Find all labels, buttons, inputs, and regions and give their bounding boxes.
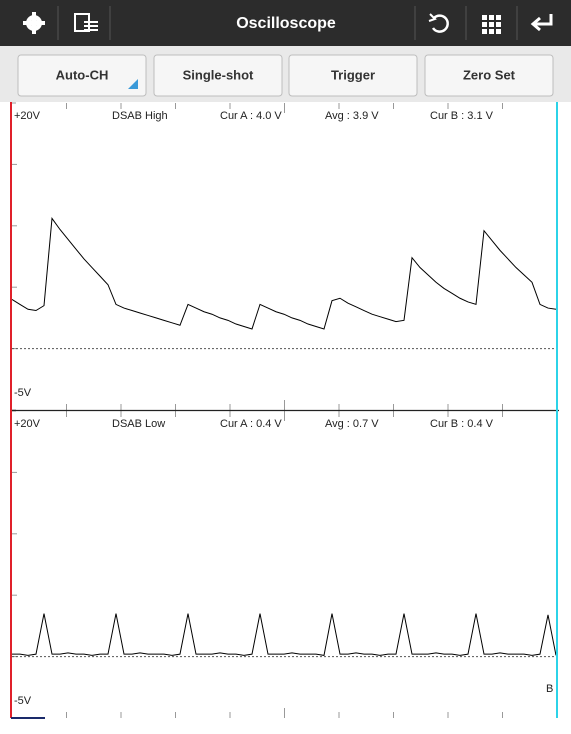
readout: Avg : 3.9 V xyxy=(325,110,379,122)
dropdown-indicator xyxy=(128,79,138,89)
button-label[interactable]: Auto-CH xyxy=(56,67,109,82)
y-tick-label: -5V xyxy=(14,387,32,399)
cursor-b-label: B xyxy=(546,683,553,695)
button-label[interactable]: Zero Set xyxy=(463,67,516,82)
waveform xyxy=(11,217,557,330)
y-tick-label: -5V xyxy=(14,695,32,707)
button[interactable] xyxy=(288,54,418,97)
button[interactable] xyxy=(17,54,147,97)
toolbar-separators xyxy=(57,6,518,40)
channel-title: DSAB High xyxy=(112,110,168,122)
button[interactable] xyxy=(153,54,283,97)
button-label[interactable]: Single-shot xyxy=(183,67,254,82)
y-tick-label: +20V xyxy=(14,110,41,122)
readout: Avg : 0.7 V xyxy=(325,418,379,430)
toolbar-title: Oscilloscope xyxy=(236,15,336,32)
readout: Cur B : 3.1 V xyxy=(430,110,494,122)
button[interactable] xyxy=(424,54,554,97)
waveform xyxy=(12,613,557,656)
readout: Cur A : 0.4 V xyxy=(220,418,282,430)
save-icon[interactable] xyxy=(74,13,98,32)
settings-icon[interactable] xyxy=(23,12,45,34)
back-icon[interactable] xyxy=(530,14,553,32)
grid-icon[interactable] xyxy=(482,15,501,34)
button-label[interactable]: Trigger xyxy=(331,67,375,82)
refresh-icon[interactable] xyxy=(428,13,449,33)
readout: Cur A : 4.0 V xyxy=(220,110,282,122)
y-tick-label: +20V xyxy=(14,418,41,430)
readout: Cur B : 0.4 V xyxy=(430,418,494,430)
channel-title: DSAB Low xyxy=(112,418,165,430)
